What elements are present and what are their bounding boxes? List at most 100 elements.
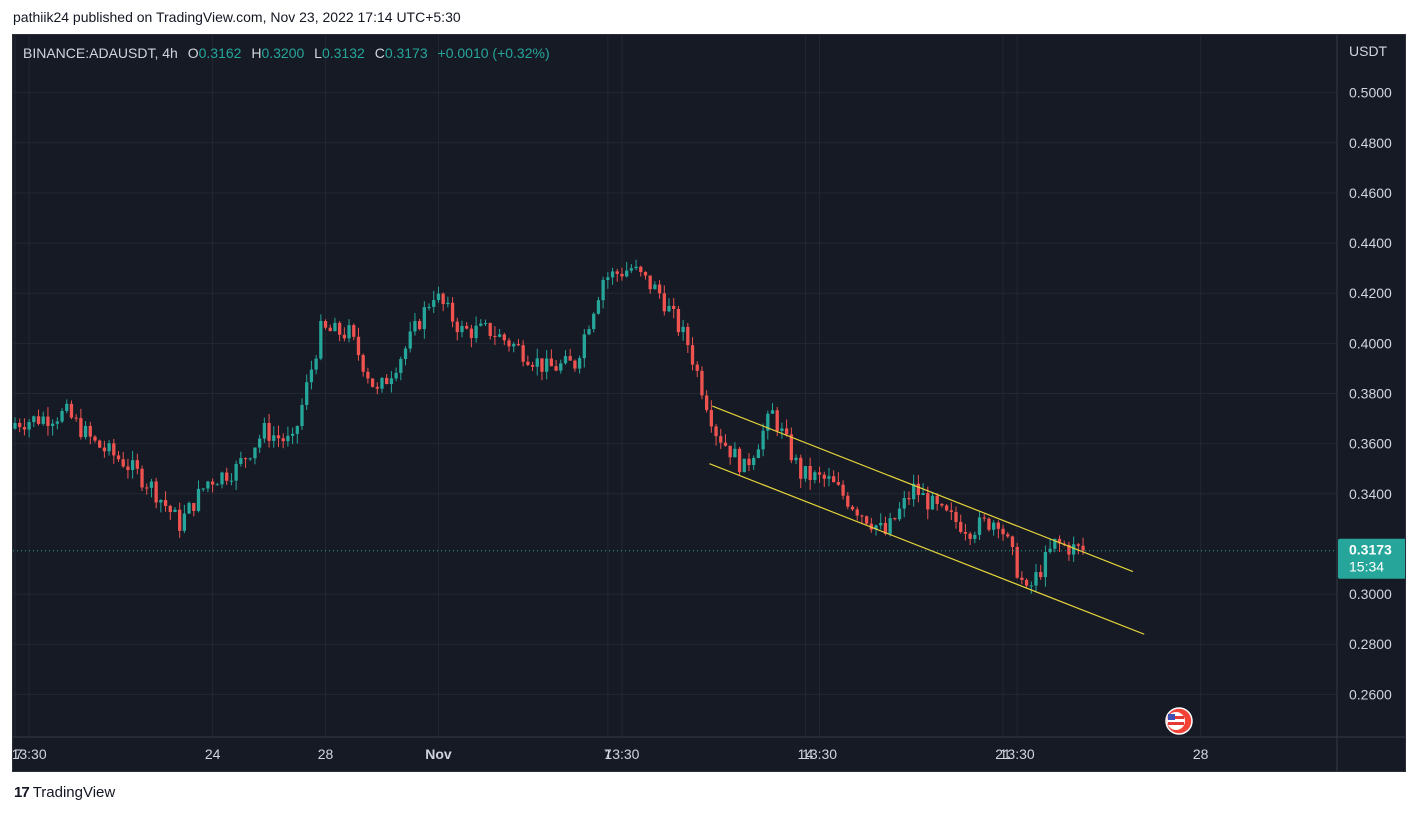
candle-body: [356, 336, 361, 356]
candle-body: [417, 321, 422, 330]
candle-body: [399, 359, 403, 373]
candle-body: [422, 307, 426, 330]
candle-body: [394, 372, 398, 379]
time-tick-label: 13:30: [802, 746, 837, 762]
channel-upper-line: [712, 405, 1134, 573]
candle-body: [366, 371, 370, 379]
candle-body: [168, 505, 172, 512]
candle-body: [319, 321, 323, 359]
time-tick-label: 21: [995, 746, 1011, 762]
candle-body: [535, 358, 539, 367]
candle-body: [493, 335, 497, 337]
flag-stripe: [1168, 716, 1184, 719]
candle-body: [1029, 585, 1033, 587]
candle-body: [130, 460, 135, 470]
candle-body: [653, 284, 657, 290]
candle-body: [248, 458, 252, 460]
candle-body: [1015, 547, 1019, 578]
candle-body: [559, 363, 563, 371]
candle-body: [935, 495, 939, 504]
candle-body: [281, 438, 285, 442]
candle-body: [629, 268, 634, 271]
candle-body: [883, 522, 888, 534]
candle-body: [1020, 577, 1024, 580]
price-tick-label: 0.3800: [1349, 386, 1392, 402]
candle-body: [112, 443, 116, 456]
chart-panel[interactable]: 0.5000 0.4800 0.4600 0.4400 0.4200 0.4000 0.38…: [12, 34, 1406, 772]
tradingview-logo[interactable]: 17 TradingView: [14, 784, 115, 801]
candle-body: [465, 325, 469, 329]
candle-body: [290, 433, 295, 436]
open-value: 0.3162: [198, 45, 242, 61]
candle-body: [192, 503, 196, 511]
candle-body: [116, 455, 121, 460]
candle-body: [460, 325, 464, 333]
candle-body: [145, 487, 149, 489]
candle-body: [488, 323, 492, 336]
candle-body: [695, 364, 699, 371]
time-tick-label: 7: [604, 746, 612, 762]
candle-body: [723, 442, 728, 446]
candle-body: [225, 472, 229, 481]
high-label: H: [251, 45, 262, 61]
candle-body: [210, 481, 215, 485]
candle-body: [450, 302, 455, 322]
candle-body: [921, 493, 925, 496]
candle-body: [1039, 572, 1043, 578]
candle-body: [469, 328, 474, 339]
candle-body: [879, 522, 883, 526]
candle-body: [1010, 536, 1015, 548]
candle-body: [620, 273, 624, 277]
candle-body: [201, 488, 205, 490]
candle-body: [182, 513, 187, 531]
candle-body: [121, 459, 125, 467]
candle-body: [643, 271, 648, 276]
candle-body: [714, 426, 718, 437]
candlestick-chart[interactable]: 0.5000 0.4800 0.4600 0.4400 0.4200 0.4000 0.38…: [13, 35, 1406, 772]
candle-body: [794, 457, 798, 461]
candle-body: [413, 321, 417, 332]
symbol-label[interactable]: BINANCE:ADAUSDT, 4h: [23, 45, 178, 61]
candle-body: [836, 482, 841, 485]
candle-body: [610, 271, 615, 278]
candle-body: [700, 370, 704, 396]
candle-body: [347, 325, 351, 339]
publish-info: pathiik24 published on TradingView.com, …: [13, 9, 461, 25]
candle-body: [860, 515, 864, 517]
candle-body: [728, 445, 732, 458]
candle-body: [375, 386, 379, 389]
candle-body: [403, 348, 408, 360]
current-price-badge: [1338, 538, 1405, 579]
candle-body: [973, 534, 977, 539]
candle-body: [309, 369, 314, 383]
candle-body: [512, 344, 516, 347]
candle-body: [502, 334, 506, 341]
candle-body: [639, 266, 643, 272]
candle-body: [215, 484, 219, 486]
candle-body: [305, 382, 309, 405]
candle-body: [780, 428, 784, 432]
candle-body: [22, 427, 27, 430]
candle-body: [709, 410, 713, 427]
open-label: O: [187, 45, 199, 61]
candle-body: [173, 509, 177, 512]
candle-body: [159, 500, 163, 503]
candle-body: [507, 340, 511, 347]
us-flag-event-icon: [1165, 707, 1193, 735]
candle-body: [719, 436, 723, 443]
candle-body: [352, 325, 356, 337]
candle-body: [41, 416, 45, 424]
candle-body: [65, 403, 69, 411]
candle-body: [827, 476, 831, 479]
price-tick-label: 0.2600: [1349, 686, 1392, 702]
candle-body: [149, 481, 154, 488]
candle-body: [855, 509, 859, 516]
candle-body: [262, 422, 267, 439]
candle-body: [1071, 544, 1076, 555]
price-tick-label: 0.3400: [1349, 486, 1392, 502]
candle-body: [55, 421, 59, 424]
candle-body: [1053, 538, 1057, 549]
candle-body: [455, 321, 459, 333]
candle-body: [436, 293, 441, 301]
candle-body: [530, 365, 535, 367]
